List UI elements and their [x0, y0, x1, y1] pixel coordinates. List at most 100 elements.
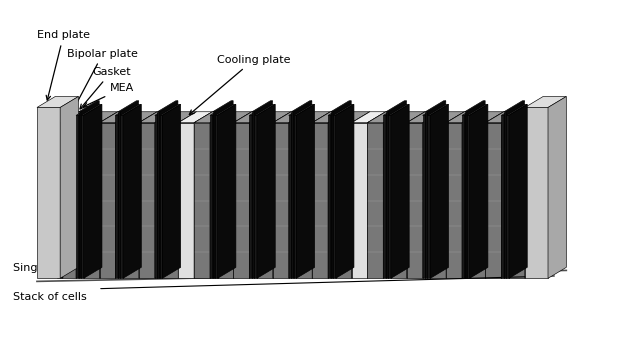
Polygon shape [118, 101, 139, 112]
Polygon shape [157, 101, 178, 112]
Polygon shape [289, 112, 307, 278]
Polygon shape [252, 101, 273, 112]
Polygon shape [257, 104, 275, 278]
Polygon shape [291, 112, 294, 278]
Polygon shape [296, 112, 331, 123]
Polygon shape [506, 101, 524, 278]
Polygon shape [509, 112, 543, 123]
Polygon shape [213, 112, 215, 278]
Polygon shape [123, 104, 141, 278]
Polygon shape [446, 112, 480, 123]
Polygon shape [139, 123, 155, 278]
Polygon shape [423, 115, 425, 278]
Polygon shape [160, 101, 178, 278]
Polygon shape [218, 123, 233, 278]
Polygon shape [331, 101, 351, 112]
Polygon shape [383, 112, 402, 278]
Text: Bipolar plate: Bipolar plate [67, 49, 138, 116]
Polygon shape [333, 104, 354, 115]
Polygon shape [273, 112, 307, 123]
Polygon shape [162, 112, 197, 123]
Polygon shape [76, 112, 94, 278]
Polygon shape [160, 104, 181, 115]
Polygon shape [218, 112, 252, 123]
Polygon shape [99, 112, 134, 123]
Polygon shape [504, 112, 506, 278]
Polygon shape [465, 101, 485, 112]
Polygon shape [79, 104, 97, 278]
Polygon shape [470, 104, 488, 278]
Polygon shape [470, 123, 486, 278]
Polygon shape [291, 104, 310, 278]
Polygon shape [525, 96, 566, 108]
Polygon shape [162, 123, 178, 278]
Polygon shape [502, 115, 504, 278]
Polygon shape [81, 115, 84, 278]
Polygon shape [60, 123, 76, 278]
Polygon shape [502, 112, 520, 278]
Polygon shape [81, 104, 102, 115]
Polygon shape [425, 112, 428, 278]
Polygon shape [76, 104, 97, 115]
Polygon shape [157, 104, 176, 278]
Polygon shape [423, 112, 441, 278]
Polygon shape [218, 104, 236, 278]
Polygon shape [462, 115, 465, 278]
Polygon shape [249, 112, 268, 278]
Text: Stack of cells: Stack of cells [12, 293, 86, 302]
Polygon shape [257, 123, 273, 278]
Polygon shape [388, 101, 407, 278]
Polygon shape [249, 104, 270, 115]
Polygon shape [430, 104, 449, 278]
Polygon shape [407, 112, 441, 123]
Polygon shape [37, 108, 60, 278]
Polygon shape [465, 104, 483, 278]
Polygon shape [254, 101, 273, 278]
Polygon shape [233, 112, 268, 123]
Polygon shape [120, 101, 139, 278]
Polygon shape [60, 112, 94, 123]
Polygon shape [37, 96, 78, 108]
Polygon shape [504, 104, 523, 278]
Polygon shape [486, 112, 503, 278]
Polygon shape [76, 115, 79, 278]
Polygon shape [430, 112, 465, 123]
Polygon shape [509, 104, 528, 278]
Polygon shape [446, 112, 465, 278]
Polygon shape [328, 112, 346, 278]
Text: End plate: End plate [37, 30, 90, 100]
Polygon shape [383, 115, 386, 278]
Polygon shape [84, 104, 102, 278]
Polygon shape [81, 101, 99, 278]
Polygon shape [120, 104, 141, 115]
Polygon shape [210, 112, 228, 278]
Polygon shape [425, 104, 444, 278]
Polygon shape [257, 112, 291, 123]
Polygon shape [294, 115, 296, 278]
Polygon shape [155, 115, 157, 278]
Polygon shape [210, 115, 213, 278]
Polygon shape [233, 112, 252, 278]
Polygon shape [139, 112, 157, 278]
Polygon shape [273, 112, 291, 278]
Polygon shape [123, 112, 157, 123]
Polygon shape [462, 112, 480, 278]
Polygon shape [233, 123, 249, 278]
Polygon shape [446, 123, 462, 278]
Polygon shape [504, 101, 524, 112]
Polygon shape [352, 112, 386, 123]
Polygon shape [352, 123, 367, 278]
Text: Gasket: Gasket [80, 67, 131, 109]
Polygon shape [383, 104, 404, 115]
Polygon shape [254, 115, 257, 278]
Text: Single cell: Single cell [12, 263, 70, 278]
Polygon shape [79, 101, 99, 112]
Polygon shape [99, 112, 118, 278]
Polygon shape [506, 104, 528, 115]
Polygon shape [84, 123, 99, 278]
Polygon shape [386, 101, 407, 112]
Polygon shape [296, 123, 312, 278]
Polygon shape [336, 104, 354, 278]
Polygon shape [99, 123, 115, 278]
Polygon shape [462, 104, 483, 115]
